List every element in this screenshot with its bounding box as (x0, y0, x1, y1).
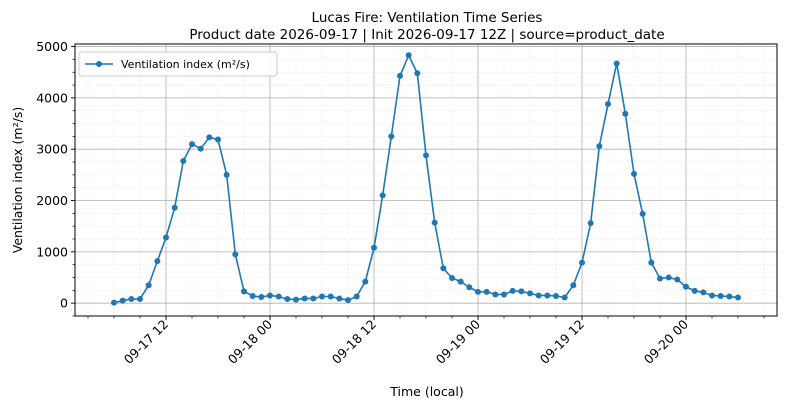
data-point (137, 296, 143, 303)
data-point (492, 291, 499, 298)
data-point (579, 259, 585, 266)
legend-marker-swatch (96, 61, 102, 67)
data-point (189, 141, 195, 148)
data-point (119, 297, 126, 304)
data-point (596, 143, 603, 150)
data-point (154, 258, 161, 265)
data-point (449, 275, 455, 282)
data-point (518, 288, 525, 295)
data-point (319, 293, 325, 300)
data-point (561, 294, 568, 301)
data-point (717, 292, 724, 299)
data-point (414, 70, 421, 77)
data-point (622, 110, 629, 117)
x-tick-label: 09-19 12 (537, 317, 587, 367)
data-point (674, 276, 681, 283)
data-point (457, 278, 464, 285)
data-point (639, 210, 646, 217)
data-point (683, 283, 689, 290)
data-point (466, 284, 473, 291)
y-tick-label: 4000 (36, 90, 68, 105)
major-gridlines (75, 44, 777, 316)
data-point (111, 299, 117, 306)
data-point (509, 287, 516, 294)
data-point (171, 204, 178, 211)
data-point (258, 294, 265, 301)
data-point (483, 288, 490, 295)
data-point (336, 295, 343, 302)
y-tick-label: 0 (60, 296, 68, 311)
data-point (648, 259, 655, 266)
series-layer (111, 52, 741, 306)
data-point (735, 294, 741, 301)
data-point (223, 171, 230, 178)
data-point (544, 292, 551, 299)
y-axis-label: Ventilation index (m²/s) (10, 107, 25, 253)
data-point (665, 274, 672, 281)
data-point (362, 278, 369, 285)
legend-box (78, 51, 278, 77)
data-point (206, 134, 213, 141)
x-axis-label: Time (local) (389, 384, 463, 399)
y-axis: 0 1000 2000 3000 4000 5000 (36, 39, 75, 317)
x-tick-label: 09-17 12 (121, 317, 171, 367)
chart-subtitle: Product date 2026-09-17 | Init 2026-09-1… (189, 27, 664, 43)
data-point (423, 152, 429, 159)
data-point (345, 297, 351, 304)
data-point (241, 288, 247, 295)
data-point (613, 60, 620, 67)
y-tick-label: 2000 (36, 193, 68, 208)
data-point (475, 288, 481, 295)
y-tick-label: 1000 (36, 244, 68, 259)
y-tick-label: 3000 (36, 142, 68, 157)
data-point (657, 275, 663, 282)
data-point (501, 291, 507, 298)
data-point (631, 170, 637, 177)
data-point (293, 296, 299, 303)
x-tick-label: 09-20 00 (641, 316, 691, 366)
data-point (527, 290, 533, 297)
data-point (440, 265, 447, 272)
data-point (275, 293, 282, 300)
data-point (215, 136, 221, 143)
data-point (232, 251, 239, 258)
data-point (301, 295, 308, 302)
data-point (249, 292, 256, 299)
data-point (371, 244, 377, 251)
x-tick-label: 09-18 00 (225, 316, 275, 366)
data-point (145, 282, 152, 289)
data-point (163, 234, 169, 241)
chart-title: Lucas Fire: Ventilation Time Series (312, 10, 543, 26)
data-point (379, 192, 386, 199)
data-point (388, 133, 395, 140)
data-point (553, 292, 559, 299)
data-point (709, 292, 715, 299)
x-tick-label: 09-18 12 (329, 317, 379, 367)
x-tick-label: 09-19 00 (433, 316, 483, 366)
data-point (431, 219, 438, 226)
legend: Ventilation index (m²/s) (78, 51, 278, 77)
y-tick-label: 5000 (36, 39, 68, 54)
data-point (310, 295, 317, 302)
data-point (397, 72, 403, 79)
data-point (726, 293, 733, 300)
data-point (197, 145, 204, 152)
data-point (327, 293, 334, 300)
data-point (284, 296, 291, 303)
data-point (700, 289, 707, 296)
data-point (605, 101, 611, 108)
data-point (570, 282, 577, 289)
data-point (267, 292, 273, 299)
data-point (587, 220, 594, 227)
data-point (535, 292, 542, 299)
data-point (405, 52, 412, 59)
data-point (353, 293, 360, 300)
legend-label: Ventilation index (m²/s) (121, 58, 250, 71)
data-point (691, 287, 698, 294)
data-point (128, 296, 135, 303)
x-axis: 09-17 12 09-18 00 09-18 12 09-19 00 09-19 12… (87, 316, 765, 367)
data-point (180, 158, 187, 165)
